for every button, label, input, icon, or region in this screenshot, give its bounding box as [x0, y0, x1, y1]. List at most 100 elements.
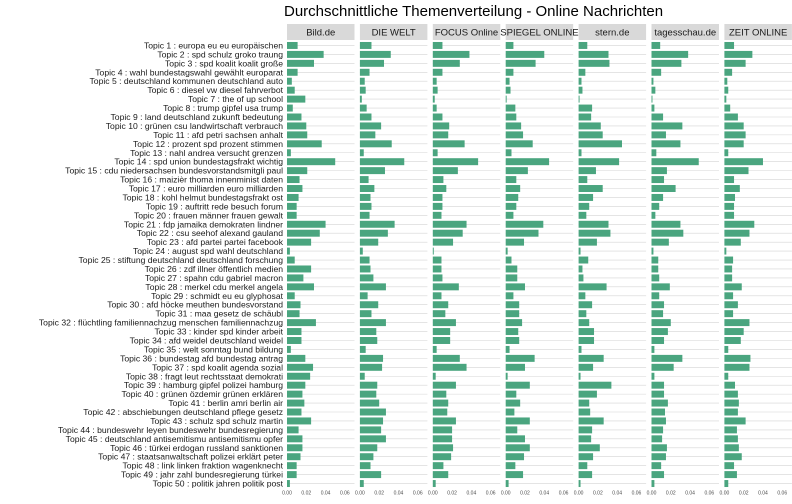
facet-strip	[578, 24, 647, 40]
topic-label: Topic 25 : stiftung deutschland deutschl…	[79, 255, 284, 265]
bar	[359, 399, 380, 407]
bar	[651, 480, 655, 488]
bar	[505, 480, 509, 488]
topic-label: Topic 28 : merkel cdu merkel angela	[145, 282, 283, 292]
bar	[287, 158, 336, 166]
bar	[651, 301, 665, 309]
bar	[359, 238, 379, 246]
x-tick-label: 0.04	[758, 491, 768, 497]
bar	[505, 310, 520, 318]
bar	[578, 238, 597, 246]
bar	[651, 167, 667, 175]
bar	[359, 149, 364, 157]
bar	[359, 131, 376, 139]
x-tick-label: 0.06	[704, 491, 714, 497]
bar	[505, 417, 530, 425]
bar	[505, 408, 515, 416]
bar	[578, 68, 586, 76]
bar	[359, 363, 383, 371]
bar	[505, 256, 512, 264]
bar	[359, 354, 384, 362]
bar	[651, 202, 660, 210]
bar	[505, 50, 545, 58]
bar	[724, 176, 735, 184]
bar	[578, 59, 610, 67]
bar	[578, 408, 591, 416]
topic-label: Topic 50 : politik jahren politik post	[153, 479, 284, 489]
bar	[432, 220, 467, 228]
bar	[505, 301, 520, 309]
bar	[287, 140, 322, 148]
bar	[578, 337, 595, 344]
bar	[724, 310, 734, 318]
topic-label: Topic 9 : land deutschland zukunft bedeu…	[111, 112, 284, 122]
topic-label: Topic 17 : euro milliarden euro milliard…	[129, 184, 284, 194]
bar	[359, 86, 366, 94]
bar	[287, 453, 301, 461]
bar	[578, 193, 594, 201]
bar	[287, 167, 308, 175]
bar	[359, 211, 370, 219]
bar	[287, 122, 307, 130]
bar	[651, 140, 681, 148]
bar	[651, 77, 654, 85]
bar	[287, 113, 302, 121]
bar	[359, 444, 378, 452]
bar	[359, 59, 385, 67]
facet-panels: Bild.de 0.00 0.02 0.04 0.06 DIE WELT 0.00 0.02 0…	[282, 24, 792, 497]
bar	[287, 283, 314, 291]
bar	[505, 372, 508, 380]
bar	[578, 274, 584, 282]
topic-label: Topic 34 : afd weidel deutschland weidel	[130, 335, 283, 345]
bar	[505, 149, 512, 157]
bar	[578, 149, 582, 157]
bar	[432, 471, 449, 479]
bar	[724, 292, 734, 300]
bar	[724, 283, 742, 291]
facet-panel: DIE WELT 0.00 0.02 0.04 0.06	[355, 24, 428, 497]
topic-label: Topic 35 : welt sonntag bund bildung	[144, 344, 283, 354]
facet-strip-label: FOCUS Online	[435, 28, 498, 39]
bar	[287, 417, 312, 425]
bar	[432, 256, 442, 264]
bar	[651, 86, 656, 94]
facet-strip	[432, 24, 501, 40]
facet-panel: Bild.de 0.00 0.02 0.04 0.06	[282, 24, 355, 497]
bar	[578, 95, 580, 103]
facet-strip	[651, 24, 719, 40]
bar	[724, 265, 733, 273]
x-tick-label: 0.04	[321, 491, 331, 497]
bar	[724, 193, 736, 201]
x-tick-label: 0.02	[374, 491, 384, 497]
bar	[651, 435, 663, 443]
topic-label: Topic 26 : zdf illner öffentlich medien	[145, 264, 284, 274]
bar	[505, 292, 514, 300]
bar	[651, 131, 666, 139]
x-tick-label: 0.02	[301, 491, 311, 497]
bar	[287, 372, 311, 380]
topic-label: Topic 10 : grünen csu landwirtschaft ver…	[106, 121, 283, 131]
bar	[432, 462, 444, 470]
bar	[432, 328, 451, 336]
bar	[287, 176, 300, 184]
bar	[578, 345, 582, 353]
bar	[651, 283, 670, 291]
bar	[287, 390, 303, 398]
bar	[287, 426, 299, 434]
bar	[578, 220, 609, 228]
bar	[578, 301, 593, 309]
bar	[578, 292, 586, 300]
x-tick-label: 0.02	[520, 491, 530, 497]
topic-label: Topic 37 : spd koalit agenda sozial	[152, 362, 283, 372]
bar	[505, 185, 521, 192]
bar	[505, 345, 510, 353]
bar	[432, 399, 449, 407]
bar	[724, 274, 733, 282]
bar	[432, 337, 451, 344]
bar	[578, 122, 601, 130]
x-tick-label: 0.02	[739, 491, 749, 497]
x-tick-label: 0.06	[340, 491, 350, 497]
bar	[651, 444, 667, 452]
bar	[359, 417, 384, 425]
bar	[724, 480, 729, 488]
